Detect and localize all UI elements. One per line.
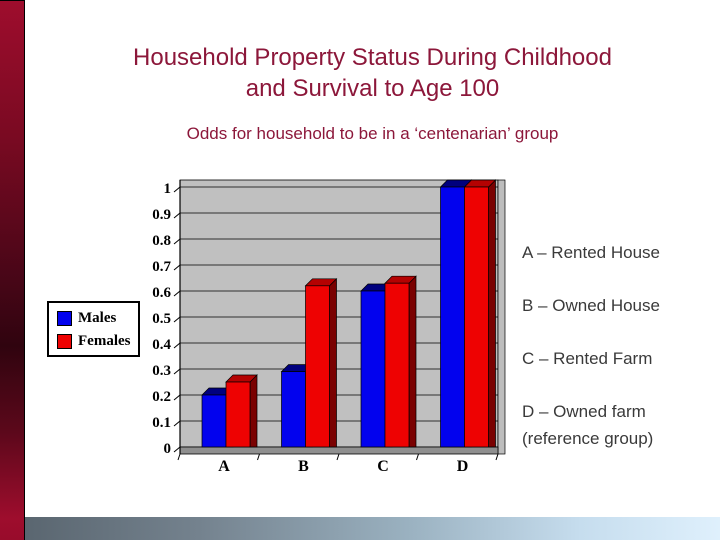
- svg-text:1: 1: [164, 181, 172, 197]
- bottom-gradient-bar: [25, 517, 720, 540]
- annotation-rented-house: A – Rented House: [522, 243, 660, 262]
- legend-item-males: Males: [57, 310, 134, 327]
- annotation-owned-farm: D – Owned farm (reference group): [522, 402, 654, 448]
- svg-text:0.6: 0.6: [152, 285, 171, 301]
- legend-label-males: Males: [78, 310, 117, 326]
- svg-text:0.7: 0.7: [152, 259, 171, 275]
- slide-title: Household Property Status During Childho…: [133, 44, 612, 102]
- legend-label-females: Females: [78, 333, 131, 349]
- svg-text:0.5: 0.5: [152, 311, 171, 327]
- annotation-owned-house: B – Owned House: [522, 296, 660, 315]
- svg-text:A: A: [218, 458, 230, 475]
- title-block: Household Property Status During Childho…: [25, 42, 720, 104]
- category-annotations: A – Rented House B – Owned House C – Ren…: [522, 239, 708, 478]
- svg-text:0.9: 0.9: [152, 207, 171, 223]
- svg-text:D: D: [457, 458, 469, 475]
- females-swatch-icon: [57, 334, 72, 349]
- males-swatch-icon: [57, 311, 72, 326]
- left-accent-bar: [0, 0, 25, 540]
- slide-subtitle: Odds for household to be in a ‘centenari…: [186, 124, 559, 143]
- svg-text:B: B: [298, 458, 309, 475]
- chart-svg: 0 0.1 0.2 0.3 0.4 0.5 0.6 0.7 0.8 0.9 1 A B C D: [152, 179, 506, 475]
- legend-box: Males Females: [47, 301, 140, 357]
- svg-text:0.3: 0.3: [152, 363, 171, 379]
- legend-item-females: Females: [57, 333, 134, 350]
- annotation-rented-farm: C – Rented Farm: [522, 349, 653, 368]
- svg-text:0.2: 0.2: [152, 389, 171, 405]
- svg-text:C: C: [377, 458, 389, 475]
- svg-text:0.4: 0.4: [152, 337, 171, 353]
- svg-text:0: 0: [164, 441, 172, 457]
- svg-text:0.1: 0.1: [152, 415, 171, 431]
- svg-text:0.8: 0.8: [152, 233, 171, 249]
